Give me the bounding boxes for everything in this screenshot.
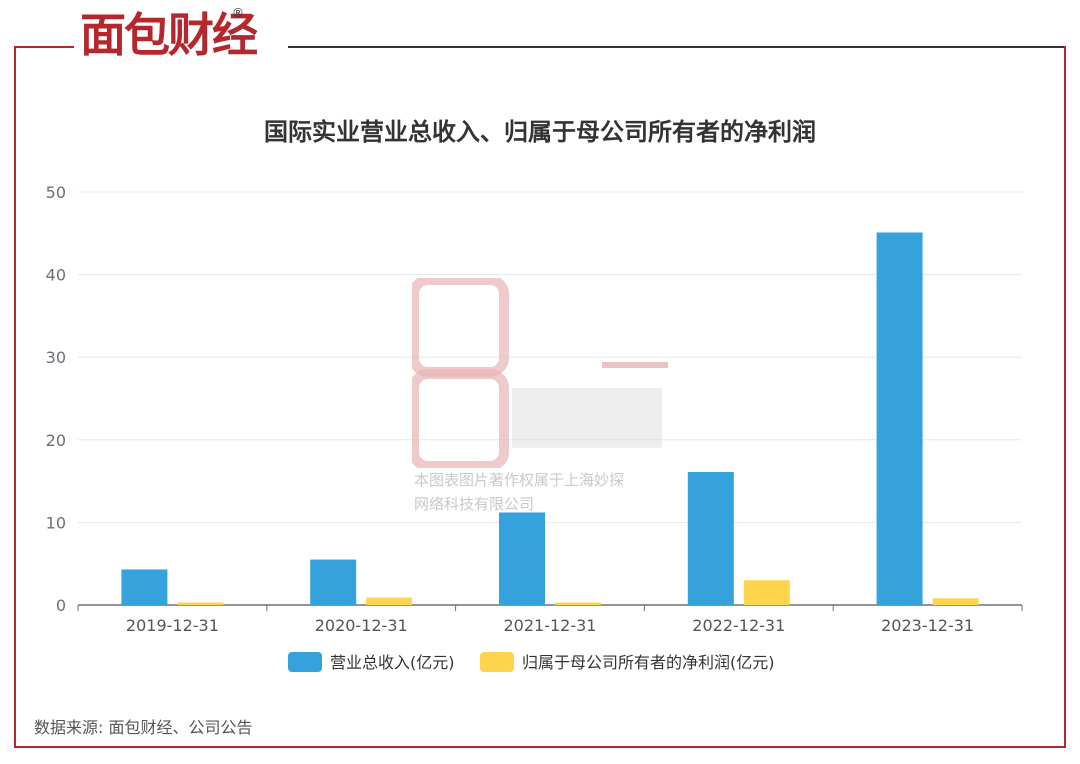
profit-bar <box>366 597 413 605</box>
profit-bar <box>177 602 224 605</box>
watermark-text: 本图表图片著作权属于上海妙探 网络科技有限公司 <box>414 468 624 516</box>
frame-top-right-border <box>288 46 1066 48</box>
x-tick-label: 2021-12-31 <box>504 616 597 635</box>
profit-bar <box>932 598 979 605</box>
revenue-bar <box>310 559 357 605</box>
y-tick-label: 30 <box>46 348 66 367</box>
profit-bar <box>743 580 790 605</box>
source-note: 数据来源: 面包财经、公司公告 <box>34 718 253 737</box>
x-tick-label: 2020-12-31 <box>315 616 408 635</box>
chart-title: 国际实业营业总收入、归属于母公司所有者的净利润 <box>264 118 816 146</box>
y-tick-label: 50 <box>46 183 66 202</box>
revenue-bar <box>687 472 734 605</box>
x-tick-label: 2019-12-31 <box>126 616 219 635</box>
frame-left-border <box>14 46 16 748</box>
legend-label-profit: 归属于母公司所有者的净利润(亿元) <box>522 653 775 672</box>
frame-bottom-border <box>14 746 1066 748</box>
frame-top-left-border <box>14 46 74 48</box>
registered-mark: ® <box>232 6 244 20</box>
legend-swatch-revenue <box>288 652 322 672</box>
y-tick-label: 40 <box>46 266 66 285</box>
frame-right-border <box>1064 46 1066 748</box>
watermark-text-line1: 本图表图片著作权属于上海妙探 <box>414 471 625 489</box>
y-tick-label: 10 <box>46 513 66 532</box>
revenue-bar <box>499 512 545 605</box>
revenue-bar <box>121 569 168 605</box>
profit-bar <box>555 602 601 605</box>
x-tick-label: 2023-12-31 <box>881 616 974 635</box>
revenue-bar <box>876 232 923 605</box>
y-tick-label: 0 <box>56 596 66 615</box>
brand-logo-text: 面包财经 <box>80 8 258 62</box>
brand-logo: 面包财经 <box>80 12 258 58</box>
watermark-text-line2: 网络科技有限公司 <box>414 495 535 513</box>
y-tick-label: 20 <box>46 431 66 450</box>
x-tick-label: 2022-12-31 <box>692 616 785 635</box>
legend-label-revenue: 营业总收入(亿元) <box>330 653 455 672</box>
legend-swatch-profit <box>480 652 514 672</box>
